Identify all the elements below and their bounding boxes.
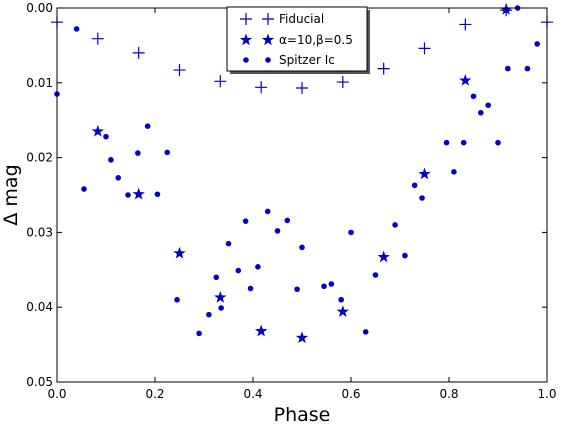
circle-point	[144, 123, 151, 129]
circle-point	[470, 93, 477, 100]
circle-point	[328, 281, 335, 287]
circle-point	[443, 139, 450, 146]
circle-point	[534, 41, 540, 47]
circle-point	[264, 208, 271, 215]
circle-point	[362, 329, 369, 335]
circle-point	[411, 182, 418, 189]
circle-point	[174, 296, 180, 303]
legend-label-alpha-beta: α=10,β=0.5	[279, 33, 353, 47]
plus-point	[255, 81, 268, 94]
axis-ticks: 0.0 0.2 0.4 0.6 0.8 1.0 0.00 0.01 0.02 0.03 0.04 0.…	[26, 1, 556, 401]
x-tick-label: 0.8	[439, 387, 458, 401]
circle-point	[206, 311, 212, 318]
x-tick-label: 0.6	[341, 387, 360, 401]
circle-point	[235, 267, 242, 274]
legend-label-fiducial: Fiducial	[279, 12, 324, 26]
circle-point	[505, 65, 511, 72]
circle-point	[164, 149, 171, 156]
star-point	[336, 305, 349, 317]
circle-point	[392, 222, 398, 228]
legend-star-marker	[261, 33, 275, 46]
circle-point	[321, 283, 327, 290]
circle-point	[274, 228, 281, 234]
y-tick-label: 0.04	[26, 300, 53, 314]
circle-point	[196, 330, 202, 337]
circle-point	[225, 240, 232, 247]
circle-point	[255, 264, 261, 270]
star-point	[295, 331, 309, 344]
star-point	[91, 124, 104, 137]
circle-point	[218, 305, 224, 311]
x-axis-title: Phase	[274, 404, 331, 425]
star-point	[418, 167, 431, 180]
circle-point	[73, 26, 80, 32]
circle-point	[125, 192, 131, 198]
star-point	[500, 3, 513, 15]
circle-point	[103, 133, 109, 140]
legend-circle-marker	[243, 57, 249, 63]
x-tick-label: 0.2	[145, 387, 164, 401]
circle-point	[419, 195, 425, 201]
legend-star-marker	[239, 33, 253, 46]
circle-point	[242, 218, 249, 224]
plus-point	[418, 42, 431, 55]
plus-point	[173, 64, 186, 77]
legend-circle-marker	[265, 57, 271, 63]
x-tick-label: 1.0	[537, 387, 556, 401]
circle-point	[247, 285, 254, 292]
legend-plus-marker	[240, 13, 252, 25]
circle-point	[478, 109, 484, 116]
circle-point	[338, 296, 345, 303]
legend-markers	[239, 13, 275, 63]
circle-point	[294, 286, 300, 293]
x-tick-label: 0.0	[47, 387, 66, 401]
star-point	[377, 250, 390, 263]
circle-point	[451, 169, 457, 175]
circle-point	[213, 274, 220, 281]
star-point	[214, 290, 227, 303]
plus-point	[336, 76, 349, 89]
circle-point	[108, 157, 114, 163]
plus-point	[459, 18, 472, 31]
legend-label-spitzer: Spitzer Ic	[279, 53, 335, 67]
legend-plus-marker	[262, 13, 274, 25]
star-point	[255, 324, 268, 337]
circle-point	[115, 174, 122, 181]
circle-point	[299, 244, 305, 251]
circle-point	[284, 217, 291, 224]
y-tick-label: 0.03	[26, 225, 53, 239]
data-marks	[51, 3, 553, 344]
y-axis-title: Δ mag	[0, 164, 22, 225]
y-tick-label: 0.02	[26, 151, 53, 165]
y-tick-label: 0.05	[26, 375, 53, 389]
circle-point	[402, 252, 408, 259]
circle-point	[348, 229, 354, 236]
legend: Fiducial α=10,β=0.5 Spitzer Ic	[226, 6, 370, 74]
y-tick-label: 0.00	[26, 1, 53, 15]
circle-point	[81, 186, 87, 192]
circle-point	[135, 150, 141, 156]
star-point	[173, 246, 186, 259]
circle-point	[372, 272, 379, 278]
plus-point	[296, 82, 308, 95]
star-point	[459, 74, 472, 86]
x-tick-label: 0.4	[243, 387, 262, 401]
circle-point	[154, 191, 161, 198]
plus-point	[214, 75, 227, 88]
circle-point	[485, 102, 492, 109]
plus-point	[132, 46, 145, 59]
circle-point	[524, 65, 531, 72]
plus-point	[91, 32, 104, 45]
circle-point	[460, 139, 467, 146]
y-tick-label: 0.01	[26, 76, 53, 90]
star-point	[132, 187, 145, 200]
plus-point	[377, 62, 390, 75]
circle-point	[495, 139, 501, 146]
